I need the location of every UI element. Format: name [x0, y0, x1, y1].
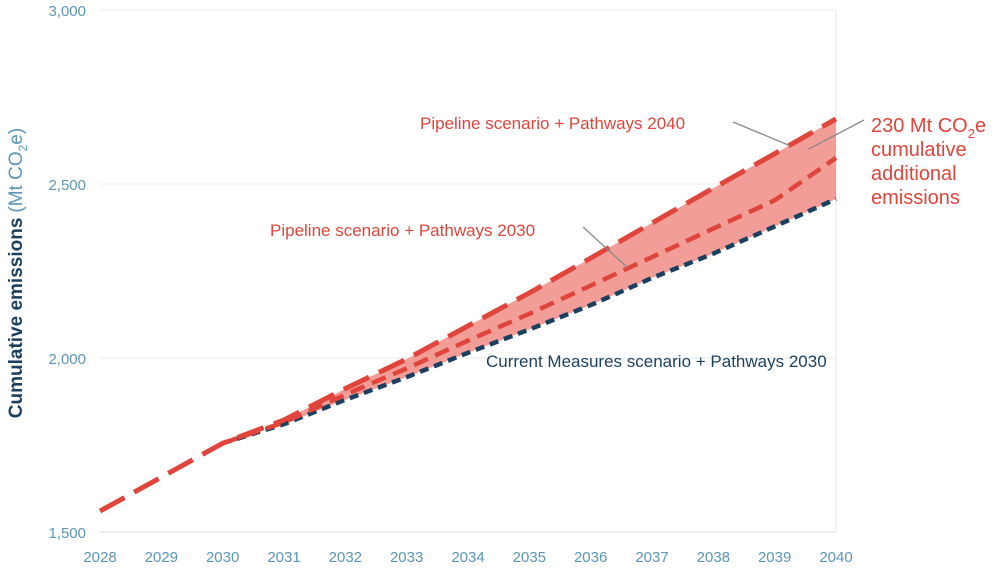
annotation-leaders: [582, 119, 865, 269]
grid-lines: [100, 9, 836, 359]
annotation-additional-emissions-line4: emissions: [871, 187, 960, 209]
annotation-pipeline-2040: Pipeline scenario + Pathways 2040: [420, 114, 685, 133]
y-tick-label-3000: 3,000: [48, 3, 86, 20]
x-tick-label-2028: 2028: [83, 549, 116, 566]
annotation-additional-emissions-line3: additional: [871, 163, 957, 185]
x-tick-label-2029: 2029: [145, 549, 178, 566]
axes: [100, 10, 837, 533]
leader-pipeline-2030: [582, 226, 628, 269]
y-tick-label-2000: 2,000: [48, 351, 86, 368]
additional-emissions-band: [284, 118, 836, 425]
annotation-additional-emissions-line1: 230 Mt CO2e: [871, 115, 986, 141]
x-tick-labels: 2028 2029 2030 2031 2032 2033 2034 2035 2036 2037…: [83, 549, 852, 566]
y-tick-label-2500: 2,500: [48, 177, 86, 194]
annotation-additional-emissions-line2: cumulative: [871, 139, 967, 161]
y-tick-label-1500: 1,500: [48, 525, 86, 542]
x-tick-label-2036: 2036: [574, 549, 607, 566]
y-axis-label: Cumulative emissions (Mt CO2e): [6, 128, 30, 418]
series-line-current-measures: [221, 196, 837, 446]
annotation-additional-emissions-line1-open: 230 Mt CO: [871, 115, 968, 137]
x-tick-label-2032: 2032: [329, 549, 362, 566]
x-tick-label-2040: 2040: [819, 549, 852, 566]
y-axis-label-unit-sub: 2: [16, 144, 30, 151]
y-axis-label-unit-open: (Mt CO: [6, 151, 27, 212]
series-lines: [98, 116, 838, 514]
x-tick-label-2039: 2039: [758, 549, 791, 566]
x-tick-label-2037: 2037: [635, 549, 668, 566]
x-tick-label-2031: 2031: [267, 549, 300, 566]
y-axis-label-main: Cumulative emissions: [6, 218, 27, 419]
leader-pipeline-2040: [732, 121, 791, 147]
y-tick-labels: 1,500 2,000 2,500 3,000: [48, 3, 86, 542]
x-tick-label-2038: 2038: [697, 549, 730, 566]
x-tick-label-2030: 2030: [206, 549, 239, 566]
annotation-additional-emissions-line1-close: e: [975, 115, 986, 137]
leader-additional-emissions: [808, 119, 865, 150]
x-tick-label-2034: 2034: [451, 549, 484, 566]
x-tick-label-2035: 2035: [513, 549, 546, 566]
series-line-pipeline-2030: [221, 156, 838, 446]
y-axis-label-unit-close: e): [6, 128, 27, 145]
annotation-current-measures: Current Measures scenario + Pathways 203…: [486, 352, 827, 371]
x-tick-label-2033: 2033: [390, 549, 423, 566]
annotation-pipeline-2030: Pipeline scenario + Pathways 2030: [270, 221, 535, 240]
series-line-pipeline-2040: [98, 116, 838, 514]
annotation-additional-emissions-line1-sub: 2: [968, 126, 975, 141]
